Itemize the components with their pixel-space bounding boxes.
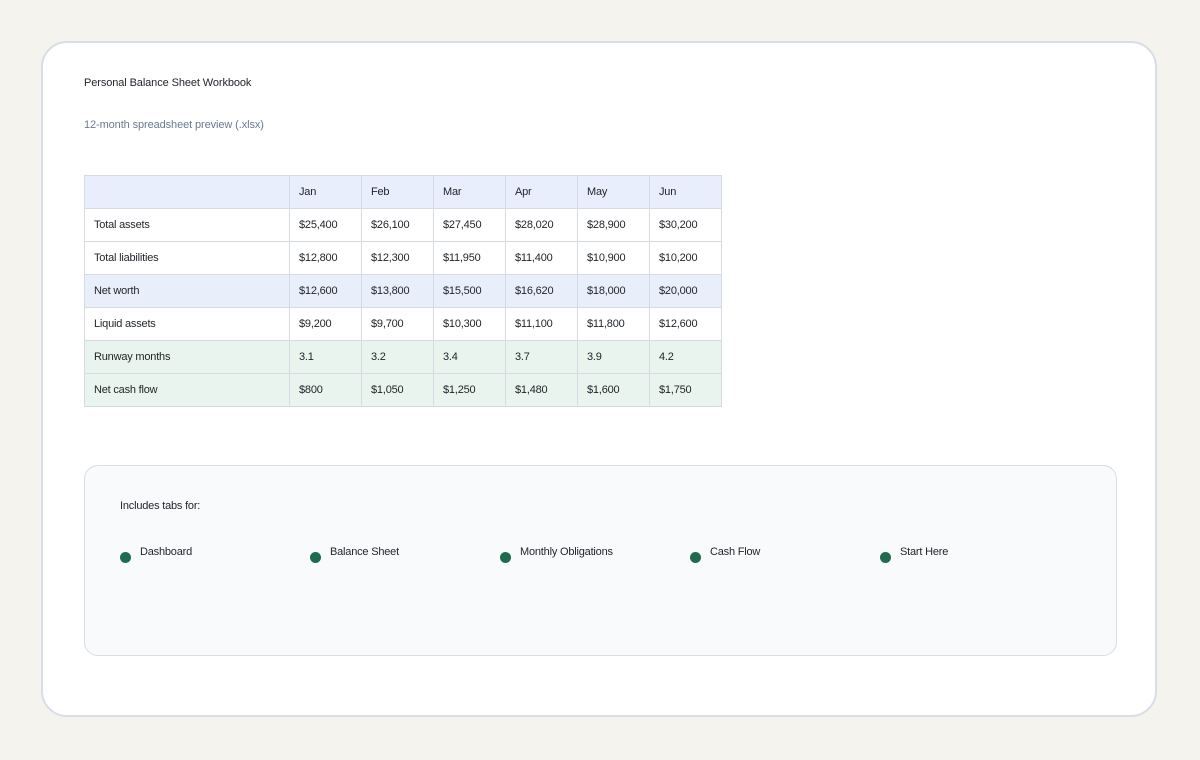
table-cell: $9,200 <box>289 307 362 341</box>
included-tab-item: Monthly Obligations <box>500 546 613 566</box>
included-tab-label: Balance Sheet <box>330 546 399 558</box>
table-cell: $1,250 <box>433 373 506 407</box>
column-header: Jan <box>289 175 362 209</box>
row-label: Total assets <box>84 208 290 242</box>
table-cell: $27,450 <box>433 208 506 242</box>
table-cell: $10,300 <box>433 307 506 341</box>
table-cell: $30,200 <box>649 208 722 242</box>
table-cell: 3.1 <box>289 340 362 374</box>
table-cell: $1,750 <box>649 373 722 407</box>
table-cell: $12,600 <box>289 274 362 308</box>
table-cell: $1,050 <box>361 373 434 407</box>
included-tab-item: Cash Flow <box>690 546 760 566</box>
included-tab-label: Dashboard <box>140 546 193 558</box>
table-cell: $11,950 <box>433 241 506 275</box>
spreadsheet-preview-table: Jan Feb Mar Apr May Jun Total assets $25… <box>84 175 722 407</box>
included-tab-item: Balance Sheet <box>310 546 399 566</box>
table-cell: 3.4 <box>433 340 506 374</box>
table-cell: $11,400 <box>505 241 578 275</box>
table-row: Total assets $25,400 $26,100 $27,450 $28… <box>84 208 722 242</box>
table-cell: $26,100 <box>361 208 434 242</box>
row-label: Total liabilities <box>84 241 290 275</box>
table-cell: $18,000 <box>577 274 650 308</box>
table-cell: $11,100 <box>505 307 578 341</box>
table-cell: $25,400 <box>289 208 362 242</box>
row-label: Net cash flow <box>84 373 290 407</box>
table-row-green: Runway months 3.1 3.2 3.4 3.7 3.9 4.2 <box>84 340 722 374</box>
table-cell: 3.2 <box>361 340 434 374</box>
bullet-dot-icon <box>310 552 321 563</box>
table-row-green: Net cash flow $800 $1,050 $1,250 $1,480 … <box>84 373 722 407</box>
table-row-highlighted: Net worth $12,600 $13,800 $15,500 $16,62… <box>84 274 722 308</box>
row-label: Liquid assets <box>84 307 290 341</box>
column-header: Jun <box>649 175 722 209</box>
column-header: Feb <box>361 175 434 209</box>
table-cell: $12,600 <box>649 307 722 341</box>
table-cell: 3.7 <box>505 340 578 374</box>
table-header-row: Jan Feb Mar Apr May Jun <box>84 175 722 209</box>
included-tabs-panel <box>84 465 1117 656</box>
included-tab-item: Start Here <box>880 546 948 566</box>
table-cell: $11,800 <box>577 307 650 341</box>
included-tab-label: Start Here <box>900 546 949 558</box>
column-header: May <box>577 175 650 209</box>
row-label: Runway months <box>84 340 290 374</box>
column-header: Apr <box>505 175 578 209</box>
included-tab-label: Cash Flow <box>710 546 761 558</box>
page-subtitle: 12-month spreadsheet preview (.xlsx) <box>84 119 264 131</box>
bullet-dot-icon <box>120 552 131 563</box>
table-cell: $12,800 <box>289 241 362 275</box>
table-cell: $28,020 <box>505 208 578 242</box>
bullet-dot-icon <box>690 552 701 563</box>
row-label: Net worth <box>84 274 290 308</box>
table-cell: $800 <box>289 373 362 407</box>
table-cell: $1,480 <box>505 373 578 407</box>
table-cell: $15,500 <box>433 274 506 308</box>
included-tabs-heading: Includes tabs for: <box>120 500 201 512</box>
table-cell: $20,000 <box>649 274 722 308</box>
page-title: Personal Balance Sheet Workbook <box>84 77 252 89</box>
table-cell: 4.2 <box>649 340 722 374</box>
column-header: Mar <box>433 175 506 209</box>
table-cell: $16,620 <box>505 274 578 308</box>
table-cell: $28,900 <box>577 208 650 242</box>
table-row: Liquid assets $9,200 $9,700 $10,300 $11,… <box>84 307 722 341</box>
table-cell: $1,600 <box>577 373 650 407</box>
table-cell: $9,700 <box>361 307 434 341</box>
table-cell: $10,200 <box>649 241 722 275</box>
table-cell: $10,900 <box>577 241 650 275</box>
table-cell: $13,800 <box>361 274 434 308</box>
table-row: Total liabilities $12,800 $12,300 $11,95… <box>84 241 722 275</box>
bullet-dot-icon <box>880 552 891 563</box>
included-tab-item: Dashboard <box>120 546 192 566</box>
bullet-dot-icon <box>500 552 511 563</box>
table-cell: $12,300 <box>361 241 434 275</box>
included-tab-label: Monthly Obligations <box>520 546 613 558</box>
column-header <box>84 175 290 209</box>
table-cell: 3.9 <box>577 340 650 374</box>
